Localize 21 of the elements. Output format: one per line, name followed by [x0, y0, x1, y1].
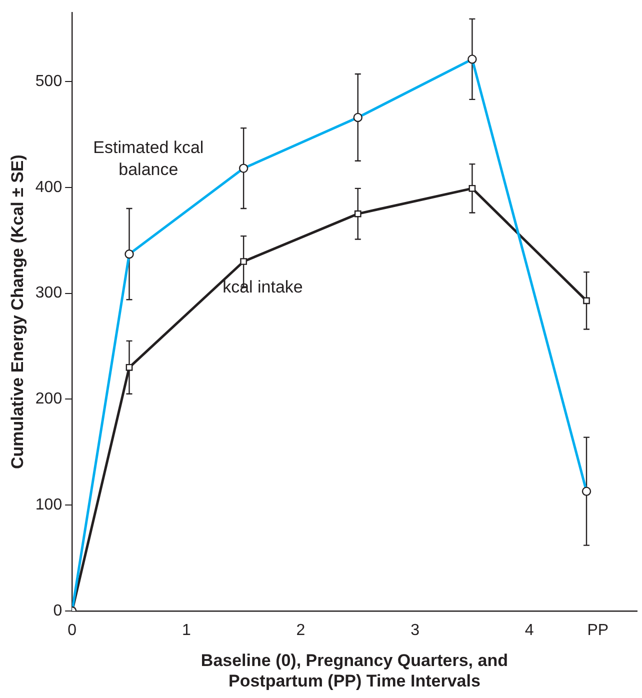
y-tick-label: 300	[35, 284, 62, 302]
point	[468, 184, 476, 192]
x-tick-label: 2	[296, 622, 306, 640]
x-tick-label: 1	[182, 622, 191, 640]
x-tick-label: PP	[587, 622, 609, 640]
point	[354, 210, 362, 218]
x-tick-label: 3	[410, 622, 420, 640]
point	[240, 258, 247, 265]
point	[583, 297, 590, 304]
x-axis-title: Baseline (0), Pregnancy Quarters, and Postpartum (PP) Time Intervals	[200, 651, 508, 690]
x-tick-label: 0	[68, 622, 77, 640]
x-tick-label: 4	[524, 622, 534, 640]
y-tick-label: 500	[35, 72, 62, 90]
y-tick-label: 200	[35, 390, 62, 408]
y-tick-label: 0	[53, 602, 62, 620]
series-label: Estimated kcal balance	[93, 138, 204, 179]
y-tick-label: 400	[35, 178, 62, 196]
y-axis-title: Cumulative Energy Change (Kcal ± SE)	[8, 154, 27, 470]
point	[126, 364, 133, 371]
y-tick-label: 100	[35, 496, 62, 514]
series-label: kcal intake	[222, 277, 303, 296]
